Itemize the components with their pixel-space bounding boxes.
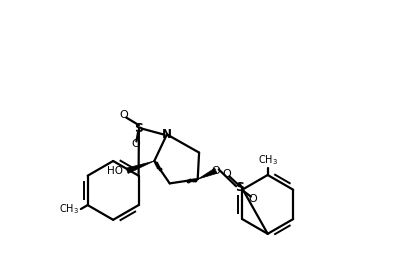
Text: S: S <box>134 122 144 135</box>
Text: HO: HO <box>107 166 123 176</box>
Text: CH$_3$: CH$_3$ <box>59 202 79 216</box>
Text: CH$_3$: CH$_3$ <box>258 153 278 167</box>
Text: O: O <box>223 169 231 179</box>
Polygon shape <box>198 168 217 179</box>
Text: S: S <box>235 181 244 194</box>
Text: O: O <box>211 166 220 176</box>
Text: O: O <box>119 110 128 120</box>
Text: O: O <box>131 139 140 149</box>
Text: O: O <box>249 194 257 204</box>
Polygon shape <box>126 161 154 173</box>
Text: N: N <box>162 128 172 141</box>
